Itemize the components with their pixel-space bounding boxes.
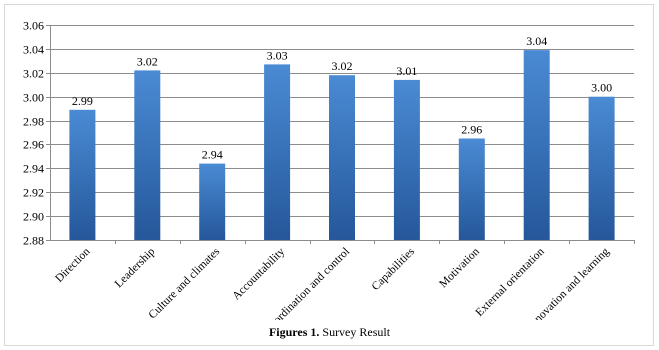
y-tick-label: 3.02 <box>23 67 44 81</box>
y-tick-label: 2.92 <box>23 186 44 200</box>
x-tick-label: Accountability <box>230 245 287 302</box>
bar <box>134 70 161 241</box>
y-tick-label: 3.06 <box>23 19 44 33</box>
data-label: 2.94 <box>202 148 223 162</box>
y-tick-label: 3.04 <box>23 43 44 57</box>
y-tick-label: 3.00 <box>23 91 44 105</box>
y-tick-label: 2.98 <box>23 115 44 129</box>
bar <box>458 138 485 240</box>
x-tick-label: Direction <box>53 245 92 284</box>
y-tick-label: 2.94 <box>23 162 44 176</box>
data-label: 3.02 <box>332 59 353 73</box>
data-label: 3.04 <box>526 34 547 48</box>
bar <box>588 96 615 240</box>
x-tick-label: Leadership <box>113 245 158 290</box>
data-label: 3.01 <box>396 64 417 78</box>
caption-number: Figures 1. <box>268 325 320 339</box>
bar <box>264 64 291 241</box>
data-label: 3.00 <box>591 81 612 95</box>
bar <box>393 79 420 241</box>
data-label: 3.03 <box>267 48 288 62</box>
bar <box>199 163 226 240</box>
data-label: 2.96 <box>461 123 482 137</box>
y-tick-label: 2.88 <box>23 234 44 248</box>
bar <box>523 50 550 240</box>
y-tick-label: 2.90 <box>23 210 44 224</box>
data-label: 3.02 <box>137 54 158 68</box>
x-tick-label: External orientation <box>474 245 547 318</box>
x-tick-label: Culture and climates <box>147 245 223 320</box>
bar <box>69 109 96 240</box>
figure-caption: Figures 1. Survey Result <box>0 325 659 340</box>
y-tick-label: 2.96 <box>23 138 44 152</box>
x-tick-label: Motivation <box>437 245 482 290</box>
x-tick-label: Capabilities <box>370 245 418 293</box>
bar <box>329 75 355 240</box>
bar-chart: 2.88 2.90 2.92 2.94 2.96 2.98 3.00 3.02 3.04 3.06… <box>23 19 635 320</box>
caption-text: Survey Result <box>319 325 391 339</box>
axes <box>46 25 635 244</box>
bars <box>69 50 615 241</box>
data-label: 2.99 <box>72 94 93 108</box>
